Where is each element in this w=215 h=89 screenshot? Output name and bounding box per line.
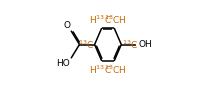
Text: $^{13}$C: $^{13}$C: [122, 38, 138, 51]
Text: HO: HO: [56, 59, 70, 68]
Text: H$^{13}$C: H$^{13}$C: [89, 13, 112, 26]
Text: H$^{13}$C: H$^{13}$C: [89, 63, 112, 76]
Text: $^{13}$C: $^{13}$C: [78, 38, 94, 51]
Text: OH: OH: [138, 40, 152, 49]
Text: $^{13}$CH: $^{13}$CH: [104, 13, 126, 26]
Text: $^{13}$CH: $^{13}$CH: [104, 63, 126, 76]
Text: O: O: [63, 21, 70, 30]
